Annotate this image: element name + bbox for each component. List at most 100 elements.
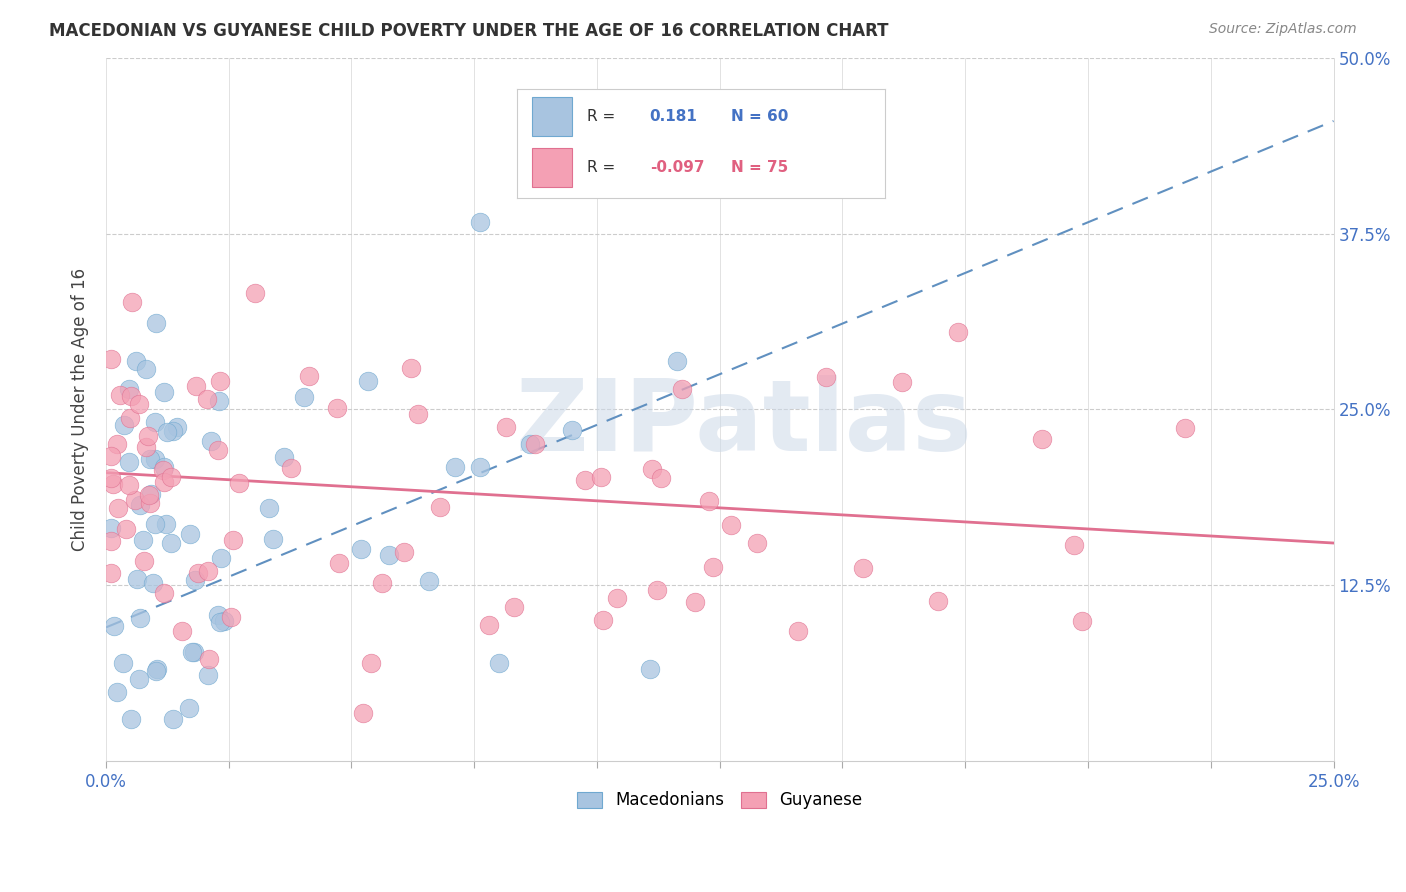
Point <box>179 700 201 714</box>
Text: Source: ZipAtlas.com: Source: ZipAtlas.com <box>1209 22 1357 37</box>
Point <box>135 362 157 376</box>
Point <box>523 436 546 450</box>
Point <box>209 374 232 388</box>
Point <box>100 521 122 535</box>
Point <box>503 599 526 614</box>
Point <box>105 685 128 699</box>
Point <box>418 574 440 589</box>
Point <box>292 391 315 405</box>
Text: ZIPatlas: ZIPatlas <box>516 375 973 472</box>
Point <box>214 614 236 628</box>
Point <box>222 533 245 548</box>
Point <box>128 397 150 411</box>
Point <box>129 611 152 625</box>
Point <box>107 501 129 516</box>
Point <box>360 656 382 670</box>
Point <box>592 613 614 627</box>
Point <box>207 443 229 458</box>
Point <box>118 477 141 491</box>
Point <box>170 624 193 638</box>
Point <box>606 591 628 605</box>
Point <box>146 662 169 676</box>
Point <box>666 354 689 368</box>
Point <box>1063 538 1085 552</box>
Point <box>429 500 451 514</box>
Point <box>132 554 155 568</box>
Point <box>120 712 142 726</box>
Point <box>262 533 284 547</box>
Point <box>152 463 174 477</box>
Point <box>221 610 243 624</box>
Point <box>135 440 157 454</box>
Point <box>519 437 541 451</box>
Point <box>179 527 201 541</box>
Point <box>574 473 596 487</box>
Text: MACEDONIAN VS GUYANESE CHILD POVERTY UNDER THE AGE OF 16 CORRELATION CHART: MACEDONIAN VS GUYANESE CHILD POVERTY UND… <box>49 22 889 40</box>
Point <box>352 706 374 720</box>
Point <box>406 407 429 421</box>
Point <box>720 517 742 532</box>
Point <box>561 423 583 437</box>
Point <box>100 533 122 548</box>
Point <box>298 368 321 383</box>
Point <box>488 657 510 671</box>
Point <box>105 437 128 451</box>
Point <box>184 573 207 587</box>
Point <box>139 496 162 510</box>
Point <box>121 294 143 309</box>
Y-axis label: Child Poverty Under the Age of 16: Child Poverty Under the Age of 16 <box>72 268 89 551</box>
Point <box>350 541 373 556</box>
Point <box>1174 421 1197 435</box>
Point <box>328 556 350 570</box>
Point <box>745 536 768 550</box>
Point <box>181 645 204 659</box>
Point <box>228 476 250 491</box>
Point <box>243 285 266 300</box>
Point <box>470 215 492 229</box>
Point <box>259 500 281 515</box>
Point <box>120 410 142 425</box>
Point <box>153 586 176 600</box>
Point <box>187 566 209 581</box>
Point <box>209 551 232 566</box>
Point <box>371 576 394 591</box>
Point <box>143 415 166 429</box>
Point <box>143 452 166 467</box>
Point <box>153 385 176 400</box>
Point <box>142 576 165 591</box>
Point <box>392 545 415 559</box>
Point <box>101 477 124 491</box>
Point <box>125 353 148 368</box>
Point <box>183 645 205 659</box>
Point <box>478 618 501 632</box>
Point <box>136 429 159 443</box>
Point <box>208 615 231 629</box>
Point <box>145 316 167 330</box>
Point <box>589 470 612 484</box>
Point <box>815 370 838 384</box>
Point <box>357 374 380 388</box>
Point <box>117 382 139 396</box>
Point <box>156 425 179 440</box>
Point <box>444 459 467 474</box>
Point <box>162 424 184 438</box>
Point <box>128 672 150 686</box>
Point <box>166 420 188 434</box>
Point <box>891 376 914 390</box>
Point <box>495 419 517 434</box>
Point <box>115 522 138 536</box>
Point <box>139 451 162 466</box>
Point <box>155 517 177 532</box>
Point <box>195 392 218 406</box>
Point <box>100 566 122 580</box>
Point <box>647 582 669 597</box>
Point <box>399 361 422 376</box>
Point <box>112 417 135 432</box>
Point <box>153 459 176 474</box>
Point <box>124 492 146 507</box>
Point <box>128 498 150 512</box>
Point <box>197 564 219 578</box>
Point <box>697 494 720 508</box>
Point <box>650 471 672 485</box>
Point <box>108 387 131 401</box>
